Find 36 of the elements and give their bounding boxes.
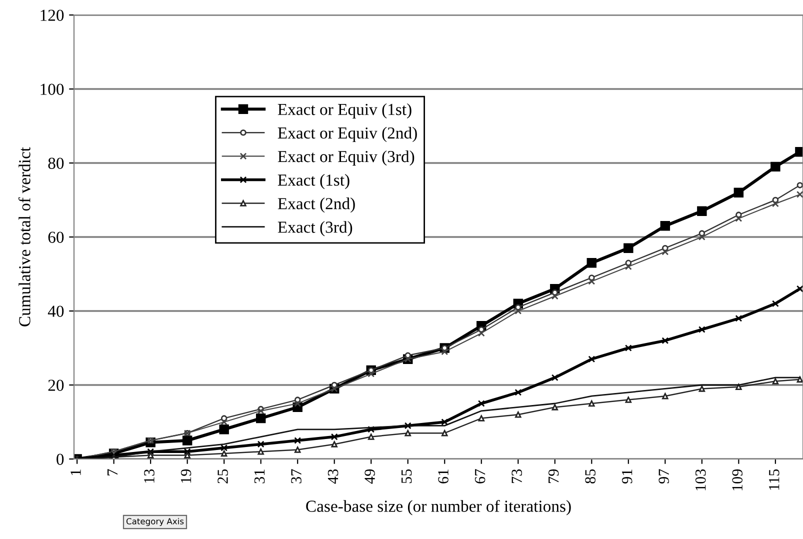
legend-label: Exact or Equiv (1st) (278, 103, 412, 118)
y-tick-label: 20 (48, 380, 64, 391)
y-axis-title: Cumulative total of verdict (18, 147, 30, 326)
legend-label: Exact (1st) (278, 174, 350, 190)
x-tick-label: 91 (622, 470, 632, 484)
text: Category Axis (126, 518, 184, 526)
x-tick-label: 13 (144, 469, 154, 483)
x-tick-label: 25 (218, 469, 228, 484)
x-tick-label: 109 (732, 469, 742, 490)
x-tick-label: 67 (474, 469, 486, 484)
x-tick-label: 61 (438, 470, 448, 484)
x-tick-label: 49 (364, 469, 375, 484)
x-axis-title: Case-base size (or number of iterations) (306, 500, 571, 516)
x-tick-label: 97 (658, 469, 669, 484)
x-tick-label: 55 (402, 469, 412, 484)
legend-label: Exact (3rd) (278, 221, 352, 236)
x-tick-label: 7 (107, 469, 118, 476)
y-tick-label: 0 (56, 454, 64, 465)
y-tick-label: 40 (48, 306, 64, 317)
x-tick-label: 19 (180, 469, 192, 483)
x-tick-label: 37 (291, 469, 302, 484)
legend-label: Exact (2nd) (278, 198, 355, 213)
x-tick-label: 31 (254, 470, 265, 484)
y-tick-label: 120 (40, 10, 64, 21)
y-tick-label: 100 (40, 84, 64, 95)
y-tick-label: 60 (48, 232, 64, 243)
x-tick-label: 115 (769, 469, 780, 490)
x-tick-label: 43 (328, 469, 338, 484)
x-tick-label: 103 (695, 469, 706, 490)
x-tick-label: 73 (512, 469, 522, 483)
legend-label: Exact or Equiv (2nd) (278, 126, 417, 142)
legend-label: Exact or Equiv (3rd) (278, 150, 414, 166)
x-tick-label: 1 (70, 470, 81, 476)
y-tick-label: 80 (48, 158, 64, 169)
x-tick-label: 85 (585, 469, 596, 484)
x-tick-label: 79 (548, 469, 559, 483)
